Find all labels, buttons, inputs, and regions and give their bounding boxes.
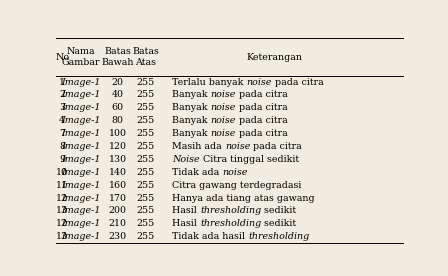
Text: 40: 40 bbox=[112, 91, 124, 99]
Text: Image-1: Image-1 bbox=[61, 181, 101, 190]
Text: Citra gawang terdegradasi: Citra gawang terdegradasi bbox=[172, 181, 302, 190]
Text: 13: 13 bbox=[56, 206, 68, 215]
Text: noise: noise bbox=[211, 103, 236, 112]
Text: 12: 12 bbox=[56, 193, 68, 203]
Text: 9: 9 bbox=[59, 155, 65, 164]
Text: 210: 210 bbox=[109, 219, 127, 228]
Text: 12: 12 bbox=[56, 219, 68, 228]
Text: 170: 170 bbox=[109, 193, 127, 203]
Text: Banyak: Banyak bbox=[172, 91, 211, 99]
Text: Banyak: Banyak bbox=[172, 116, 211, 125]
Text: Image-1: Image-1 bbox=[61, 91, 101, 99]
Text: 20: 20 bbox=[112, 78, 124, 87]
Text: No: No bbox=[55, 52, 69, 62]
Text: 160: 160 bbox=[109, 181, 127, 190]
Text: Terlalu banyak: Terlalu banyak bbox=[172, 78, 247, 87]
Text: 8: 8 bbox=[59, 142, 65, 151]
Text: pada citra: pada citra bbox=[236, 103, 288, 112]
Text: Image-1: Image-1 bbox=[61, 116, 101, 125]
Text: 255: 255 bbox=[137, 155, 155, 164]
Text: 2: 2 bbox=[59, 91, 65, 99]
Text: pada citra: pada citra bbox=[236, 129, 288, 138]
Text: pada citra: pada citra bbox=[250, 142, 302, 151]
Text: Banyak: Banyak bbox=[172, 129, 211, 138]
Text: Noise: Noise bbox=[172, 155, 200, 164]
Text: 255: 255 bbox=[137, 181, 155, 190]
Text: Banyak: Banyak bbox=[172, 103, 211, 112]
Text: pada citra: pada citra bbox=[272, 78, 324, 87]
Text: Keterangan: Keterangan bbox=[247, 52, 303, 62]
Text: 11: 11 bbox=[56, 181, 68, 190]
Text: Masih ada: Masih ada bbox=[172, 142, 225, 151]
Text: 10: 10 bbox=[56, 168, 68, 177]
Text: 255: 255 bbox=[137, 206, 155, 215]
Text: 100: 100 bbox=[109, 129, 127, 138]
Text: noise: noise bbox=[211, 129, 236, 138]
Text: 13: 13 bbox=[56, 232, 68, 241]
Text: sedikit: sedikit bbox=[262, 206, 297, 215]
Text: 120: 120 bbox=[109, 142, 127, 151]
Text: 255: 255 bbox=[137, 129, 155, 138]
Text: Nama
Gambar: Nama Gambar bbox=[62, 47, 100, 67]
Text: Image-1: Image-1 bbox=[61, 103, 101, 112]
Text: thresholding: thresholding bbox=[200, 206, 262, 215]
Text: 255: 255 bbox=[137, 116, 155, 125]
Text: 255: 255 bbox=[137, 168, 155, 177]
Text: 255: 255 bbox=[137, 232, 155, 241]
Text: Batas
Bawah: Batas Bawah bbox=[102, 47, 134, 67]
Text: noise: noise bbox=[211, 91, 236, 99]
Text: thresholding: thresholding bbox=[200, 219, 262, 228]
Text: 4: 4 bbox=[59, 116, 65, 125]
Text: noise: noise bbox=[223, 168, 248, 177]
Text: 255: 255 bbox=[137, 91, 155, 99]
Text: 3: 3 bbox=[59, 103, 65, 112]
Text: 130: 130 bbox=[109, 155, 127, 164]
Text: Image-1: Image-1 bbox=[61, 142, 101, 151]
Text: 200: 200 bbox=[109, 206, 127, 215]
Text: sedikit: sedikit bbox=[262, 219, 297, 228]
Text: Image-1: Image-1 bbox=[61, 78, 101, 87]
Text: Image-1: Image-1 bbox=[61, 155, 101, 164]
Text: Batas
Atas: Batas Atas bbox=[132, 47, 159, 67]
Text: Tidak ada: Tidak ada bbox=[172, 168, 223, 177]
Text: Tidak ada hasil: Tidak ada hasil bbox=[172, 232, 248, 241]
Text: Image-1: Image-1 bbox=[61, 193, 101, 203]
Text: 255: 255 bbox=[137, 193, 155, 203]
Text: 255: 255 bbox=[137, 78, 155, 87]
Text: pada citra: pada citra bbox=[236, 91, 288, 99]
Text: 255: 255 bbox=[137, 142, 155, 151]
Text: Hasil: Hasil bbox=[172, 206, 200, 215]
Text: 140: 140 bbox=[109, 168, 127, 177]
Text: noise: noise bbox=[211, 116, 236, 125]
Text: 60: 60 bbox=[112, 103, 124, 112]
Text: thresholding: thresholding bbox=[248, 232, 310, 241]
Text: 1: 1 bbox=[59, 78, 65, 87]
Text: Image-1: Image-1 bbox=[61, 168, 101, 177]
Text: 230: 230 bbox=[109, 232, 127, 241]
Text: 255: 255 bbox=[137, 103, 155, 112]
Text: 80: 80 bbox=[112, 116, 124, 125]
Text: 7: 7 bbox=[59, 129, 65, 138]
Text: 255: 255 bbox=[137, 219, 155, 228]
Text: Image-1: Image-1 bbox=[61, 219, 101, 228]
Text: Image-1: Image-1 bbox=[61, 232, 101, 241]
Text: noise: noise bbox=[225, 142, 250, 151]
Text: pada citra: pada citra bbox=[236, 116, 288, 125]
Text: Image-1: Image-1 bbox=[61, 206, 101, 215]
Text: Hanya ada tiang atas gawang: Hanya ada tiang atas gawang bbox=[172, 193, 315, 203]
Text: noise: noise bbox=[247, 78, 272, 87]
Text: Citra tinggal sedikit: Citra tinggal sedikit bbox=[200, 155, 299, 164]
Text: Image-1: Image-1 bbox=[61, 129, 101, 138]
Text: Hasil: Hasil bbox=[172, 219, 200, 228]
